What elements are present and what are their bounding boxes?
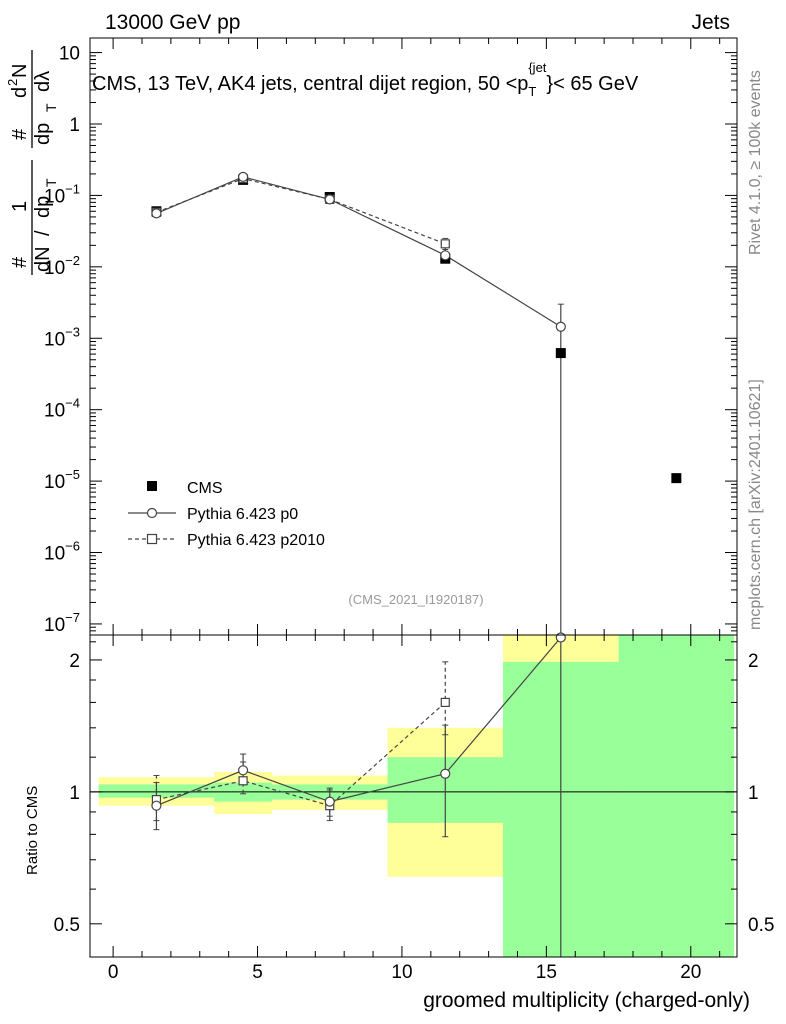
ylabel-squared: 2	[5, 79, 20, 86]
main-y-tick-base-3: 10	[44, 401, 65, 422]
main-y-tick-label-4: 10−3	[44, 324, 80, 350]
ratio-panel: 0 5 10 15 20 0.5 0.5 1 1 2 2	[54, 632, 774, 983]
main-line-p0	[156, 176, 562, 328]
main-y-tick-exp-4: −3	[65, 324, 80, 339]
main-y-tick-label-8: 10	[59, 44, 80, 65]
p0-point-4	[555, 321, 566, 332]
cms-point-5	[671, 473, 682, 484]
legend-label-cms: CMS	[187, 480, 223, 497]
ratio-p2010-point-3	[440, 697, 450, 708]
ylabel-d: d	[9, 87, 31, 98]
main-y-tick-label-6: 10−1	[44, 181, 80, 207]
header-left: 13000 GeV pp	[105, 11, 240, 34]
legend-label-p2010: Pythia 6.423 p2010	[187, 532, 325, 549]
ylabel-t-sub: T	[43, 178, 59, 187]
header-right: Jets	[691, 11, 730, 34]
ratio-band-green-5	[618, 635, 735, 957]
main-y-tick-base-8: 10	[59, 44, 80, 65]
ratio-y-axis-label: Ratio to CMS	[24, 786, 41, 875]
x-axis-label: groomed multiplicity (charged-only)	[423, 989, 750, 1012]
chart-title-end: }< 65 GeV	[546, 73, 638, 95]
main-y-tick-base-5: 10	[44, 258, 65, 279]
main-y-tick-exp-3: −4	[65, 396, 80, 411]
ylabel-hash-1: #	[9, 256, 31, 268]
main-y-tick-exp-2: −5	[65, 467, 80, 482]
ratio-y-tick-label-left-1: 1	[69, 783, 80, 804]
ylabel-n: N	[9, 64, 31, 78]
ylabel-hash-2: #	[9, 128, 31, 140]
ratio-p0-point-2	[324, 796, 335, 807]
main-y-tick-label-0: 10−7	[44, 610, 80, 636]
ratio-p0-point-4	[555, 632, 566, 643]
main-y-tick-exp-6: −1	[65, 181, 80, 196]
ratio-y-tick-label-right-1: 1	[748, 783, 759, 804]
main-data-marks	[151, 171, 682, 635]
ratio-line-p2010	[156, 701, 446, 807]
main-y-axis-label: # 1 dN / dp T # d 2 N dp T dλ	[5, 50, 59, 275]
legend-label-p0: Pythia 6.423 p0	[187, 506, 298, 523]
main-y-tick-label-3: 10−4	[44, 396, 80, 422]
legend-marker-p0	[146, 507, 158, 519]
ylabel-slash: /	[32, 230, 54, 236]
x-tick-label-10: 10	[391, 962, 412, 983]
chart-title: CMS, 13 TeV, AK4 jets, central dijet reg…	[92, 60, 639, 99]
ylabel-t-sub-2: T	[43, 103, 59, 112]
main-y-tick-base-7: 1	[69, 115, 80, 136]
legend-marker-p2010	[146, 533, 158, 545]
main-y-tick-label-2: 10−5	[44, 467, 80, 493]
p0-point-3	[440, 250, 451, 261]
chart-title-main: CMS, 13 TeV, AK4 jets, central dijet reg…	[92, 73, 528, 95]
main-y-tick-base-1: 10	[44, 544, 65, 565]
ratio-p0-point-1	[237, 765, 249, 776]
ylabel-one: 1	[9, 201, 31, 212]
main-y-tick-label-5: 10−2	[44, 253, 80, 279]
ylabel-dp: dp	[32, 196, 54, 218]
legend: CMS Pythia 6.423 p0 Pythia 6.423 p2010	[128, 480, 325, 549]
ylabel-dn: dN	[32, 246, 54, 272]
x-tick-label-5: 5	[252, 962, 263, 983]
x-tick-label-20: 20	[680, 962, 701, 983]
ratio-y-tick-label-left-0.5: 0.5	[54, 915, 80, 936]
ratio-y-tick-label-right-0.5: 0.5	[748, 915, 774, 936]
p2010-point-3	[440, 239, 450, 249]
ratio-data-marks	[151, 632, 566, 958]
ratio-p0-point-0	[151, 800, 162, 811]
p0-point-2	[324, 194, 335, 205]
chart-title-sup: {jet	[528, 60, 546, 75]
ratio-y-tick-label-right-2: 2	[748, 651, 759, 672]
p0-point-1	[237, 171, 249, 182]
mcplots-label: mcplots.cern.ch [arXiv:2401.10621]	[747, 379, 764, 630]
ylabel-dlambda: dλ	[32, 71, 54, 92]
rivet-version-label: Rivet 4.1.0, ≥ 100k events	[747, 70, 764, 255]
main-y-tick-base-2: 10	[44, 472, 65, 493]
cms-point-4	[555, 348, 566, 359]
ratio-p2010-point-1	[238, 776, 248, 786]
x-tick-label-0: 0	[108, 962, 119, 983]
x-tick-label-15: 15	[536, 962, 557, 983]
ratio-p0-point-3	[440, 768, 451, 779]
ratio-y-tick-label-left-2: 2	[69, 651, 80, 672]
main-y-tick-label-7: 1	[69, 115, 80, 136]
legend-marker-cms	[147, 481, 157, 491]
main-y-tick-exp-5: −2	[65, 253, 80, 268]
main-y-tick-exp-1: −6	[65, 539, 80, 554]
ylabel-dp-2: dp	[32, 123, 54, 145]
ratio-axes: 0 5 10 15 20 0.5 0.5 1 1 2 2	[54, 635, 774, 983]
main-y-tick-base-0: 10	[44, 615, 65, 636]
p0-point-0	[151, 208, 162, 219]
main-y-tick-label-1: 10−6	[44, 539, 80, 565]
analysis-watermark: (CMS_2021_I1920187)	[348, 592, 483, 607]
main-y-tick-base-4: 10	[44, 329, 65, 350]
main-y-tick-exp-0: −7	[65, 610, 80, 625]
chart-title-sub: T	[528, 84, 536, 99]
main-y-tick-base-6: 10	[44, 186, 65, 207]
ratio-panel-frame	[89, 634, 738, 958]
ratio-bands	[90, 635, 737, 957]
